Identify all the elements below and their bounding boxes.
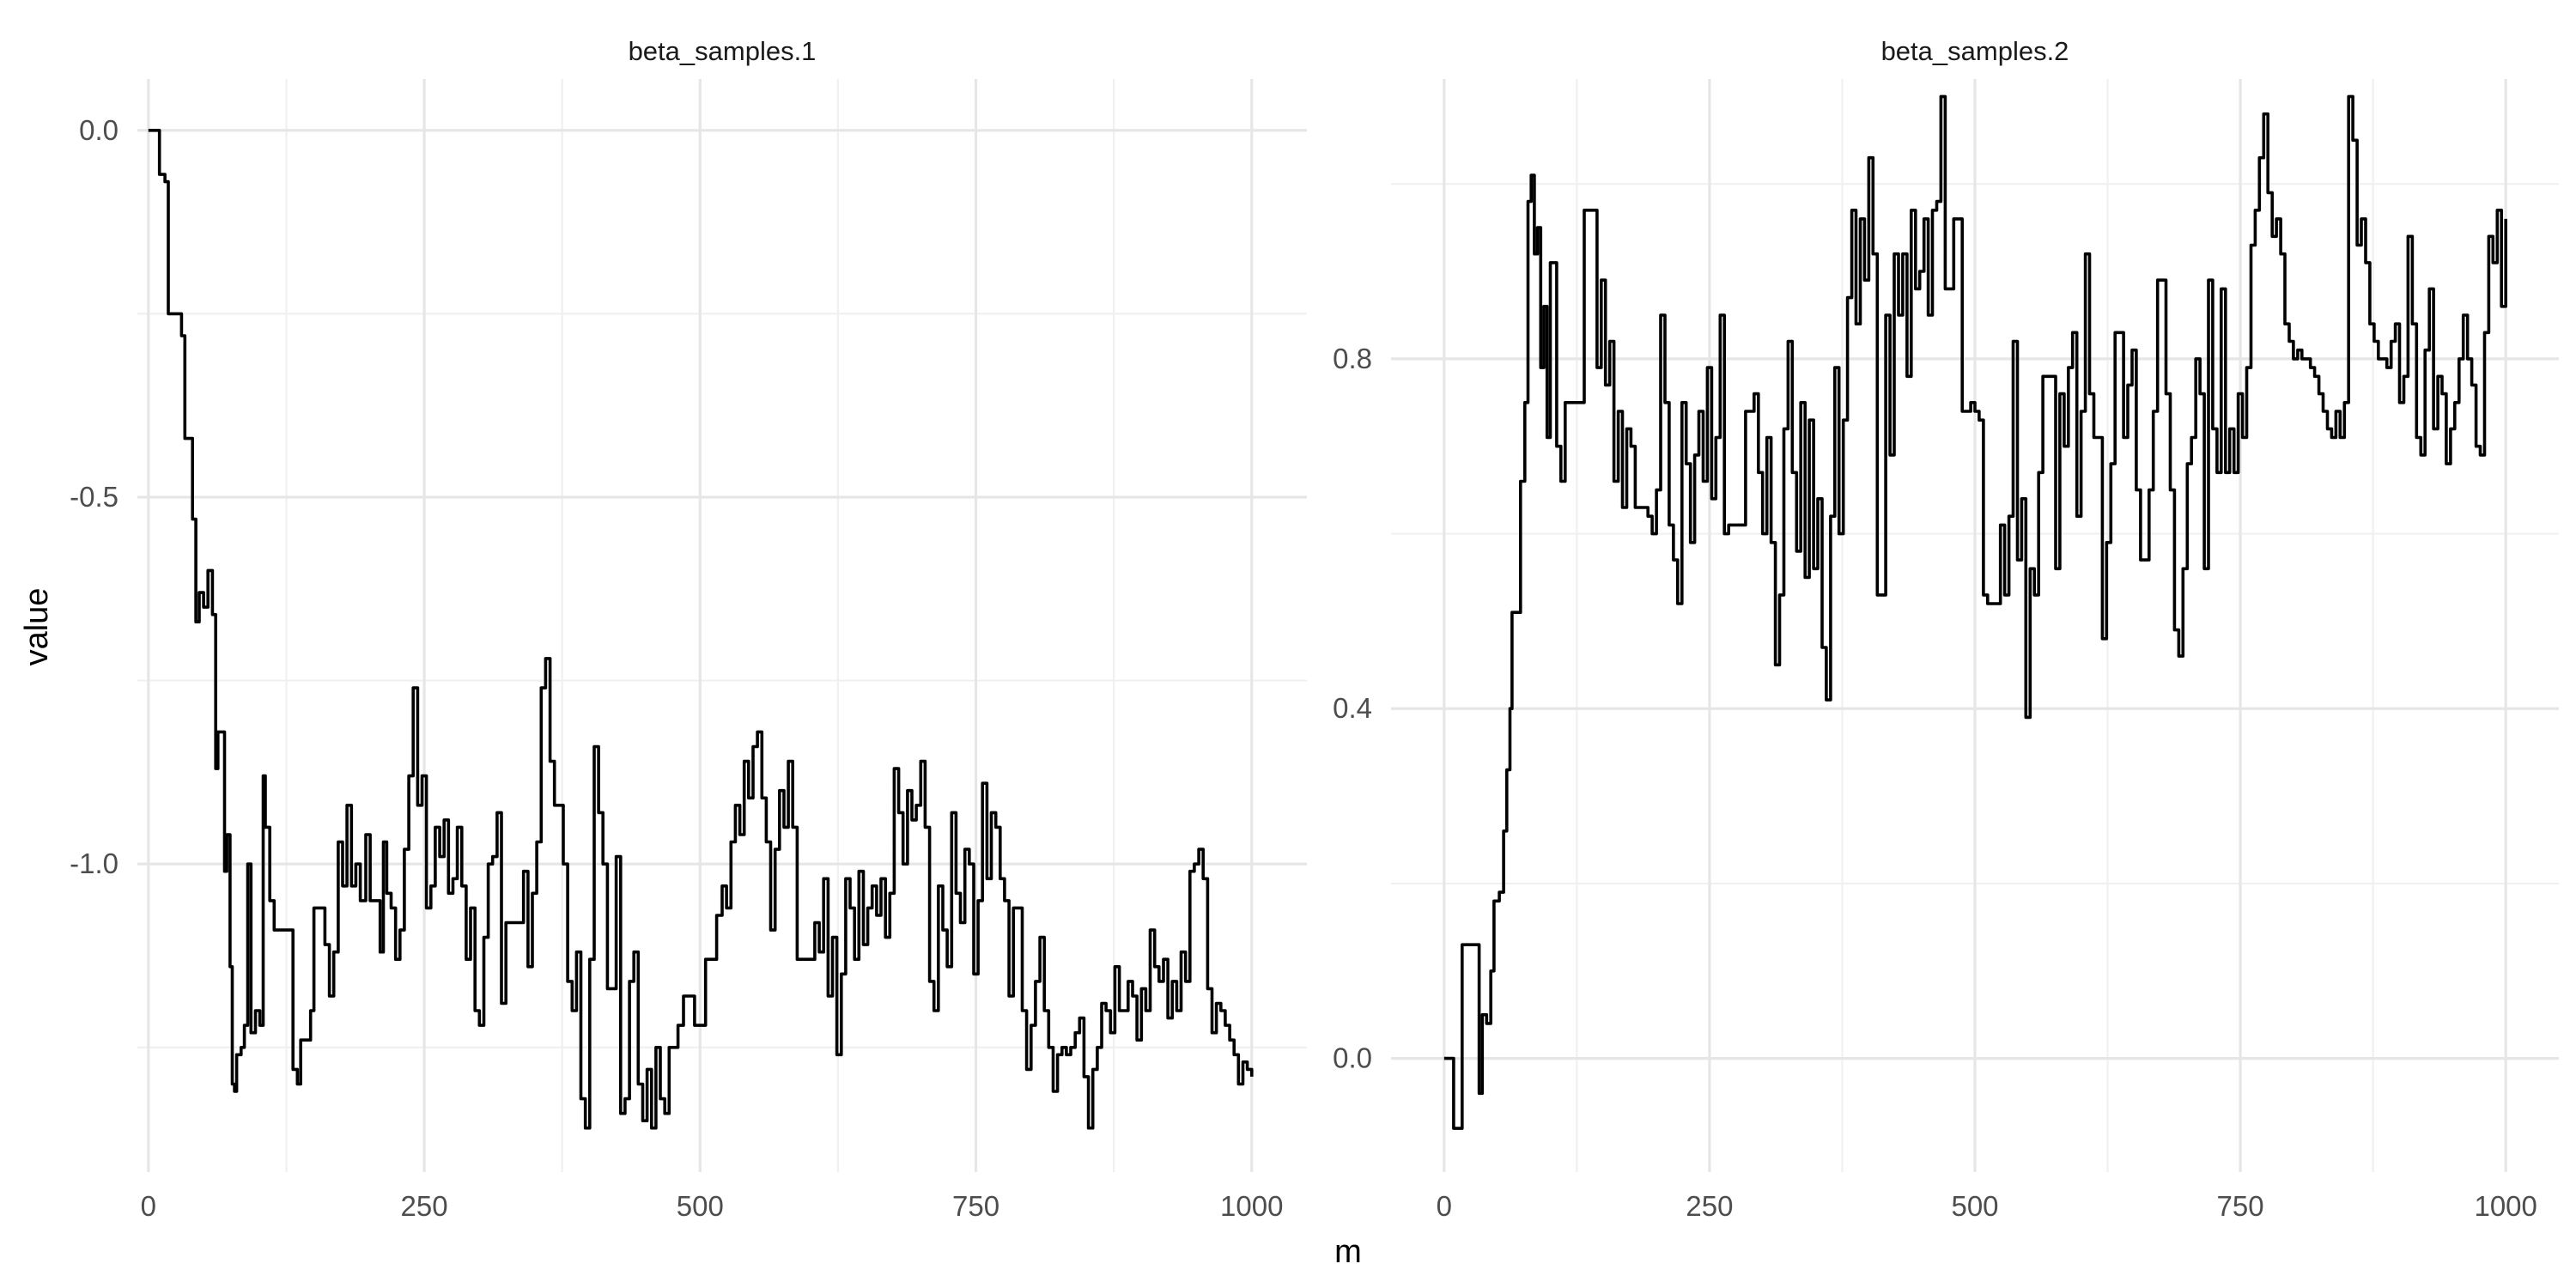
x-tick-label: 0 xyxy=(141,1190,156,1222)
y-tick-label: 0.4 xyxy=(1333,692,1372,724)
facet-panel-1: beta_samples.1 0 250 500 750 1000 0.0 -0.5 -1.0 xyxy=(70,36,1307,1222)
y-tick-label: 0.0 xyxy=(1333,1042,1372,1074)
facet-title: beta_samples.2 xyxy=(1881,36,2069,66)
x-tick-label: 1000 xyxy=(1220,1190,1283,1222)
y-tick-label: 0.0 xyxy=(79,114,118,146)
y-tick-label: 0.8 xyxy=(1333,343,1372,374)
x-tick-label: 750 xyxy=(952,1190,999,1222)
x-tick-label: 1000 xyxy=(2474,1190,2537,1222)
x-tick-label: 250 xyxy=(401,1190,448,1222)
facet-panel-2: beta_samples.2 0 250 500 750 1000 0.0 0.4 0.8 xyxy=(1333,36,2559,1222)
x-axis-title: m xyxy=(1334,1234,1362,1270)
x-tick-label: 250 xyxy=(1686,1190,1733,1222)
series-line xyxy=(1443,94,2507,1130)
x-tick-label: 750 xyxy=(2217,1190,2264,1222)
series-line xyxy=(148,129,1254,1130)
y-tick-label: -0.5 xyxy=(70,481,118,513)
x-tick-label: 500 xyxy=(677,1190,724,1222)
x-tick-label: 500 xyxy=(1951,1190,1998,1222)
x-tick-label: 0 xyxy=(1437,1190,1452,1222)
facet-title: beta_samples.1 xyxy=(629,36,817,66)
y-axis-title: value xyxy=(19,588,55,666)
y-tick-label: -1.0 xyxy=(70,848,118,879)
